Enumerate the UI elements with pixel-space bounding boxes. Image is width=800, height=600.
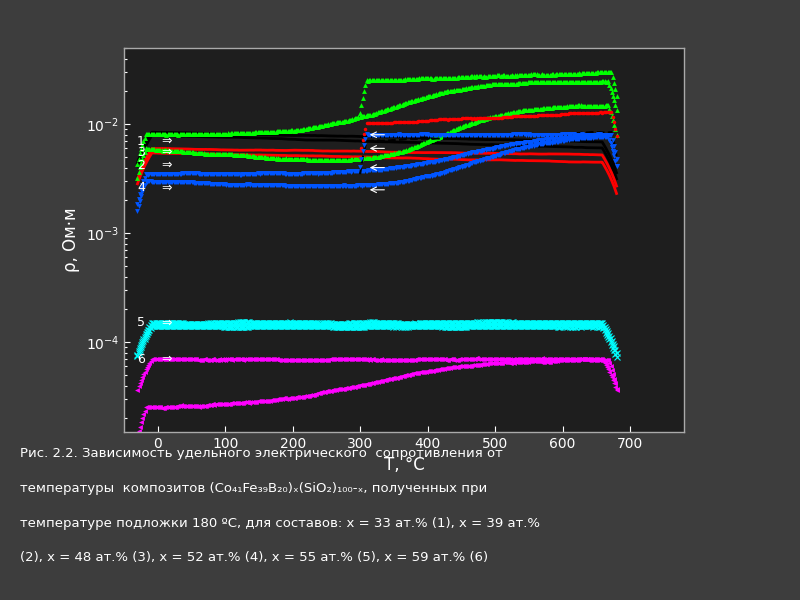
Text: ⇒: ⇒	[161, 134, 172, 148]
Text: ⇒: ⇒	[161, 159, 172, 172]
Text: 4: 4	[137, 181, 145, 194]
Text: температуры  композитов (Co₄₁Fe₃₉B₂₀)ₓ(SiO₂)₁₀₀-ₓ, полученных при: температуры композитов (Co₄₁Fe₃₉B₂₀)ₓ(Si…	[20, 482, 487, 495]
Text: 1: 1	[137, 134, 145, 148]
Text: ⇒: ⇒	[161, 316, 172, 329]
Text: Рис. 2.2. Зависимость удельного электрического  сопротивления от: Рис. 2.2. Зависимость удельного электрич…	[20, 447, 502, 460]
Text: температуре подложки 180 ºC, для составов: x = 33 ат.% (1), x = 39 ат.%: температуре подложки 180 ºC, для составо…	[20, 517, 540, 530]
Text: 3: 3	[137, 146, 145, 159]
Text: 5: 5	[137, 316, 145, 329]
Text: 2: 2	[137, 159, 145, 172]
Text: ⇒: ⇒	[161, 353, 172, 365]
Text: (2), x = 48 ат.% (3), x = 52 ат.% (4), x = 55 ат.% (5), x = 59 ат.% (6): (2), x = 48 ат.% (3), x = 52 ат.% (4), x…	[20, 551, 488, 565]
Y-axis label: ρ, Ом·м: ρ, Ом·м	[62, 208, 80, 272]
X-axis label: T, °C: T, °C	[384, 457, 424, 475]
Text: 6: 6	[137, 353, 145, 365]
Text: ⇒: ⇒	[161, 146, 172, 159]
Text: ⇒: ⇒	[161, 181, 172, 194]
